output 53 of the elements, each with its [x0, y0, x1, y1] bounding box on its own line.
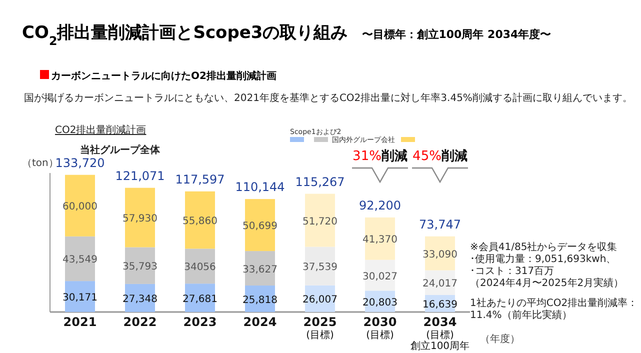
- data-label: 41,370: [362, 234, 398, 246]
- data-label: 20,803: [362, 297, 398, 308]
- total-label: 117,597: [175, 172, 225, 186]
- x-tick-label: 2023: [183, 315, 217, 329]
- text: カーボンニュートラルに向けたO2排出量削減計画: [51, 70, 276, 82]
- data-label: 34056: [184, 262, 216, 274]
- annotation: ※会員41/85社からデータを収集: [470, 241, 618, 253]
- data-label: 51,720: [302, 216, 338, 228]
- x-tick-label: 2025 (目標): [303, 315, 337, 341]
- total-label: 121,071: [115, 168, 165, 183]
- data-label: 30,171: [62, 292, 98, 304]
- annotation: ･コスト：317百万: [470, 266, 554, 277]
- text: CO2排出量削減計画: [55, 124, 146, 136]
- bar: [365, 217, 395, 260]
- data-label: 25,818: [242, 294, 278, 306]
- data-label: 27,681: [182, 294, 218, 305]
- total-label: 115,267: [295, 174, 345, 189]
- x-axis-title: （年度）: [480, 333, 520, 345]
- total-label: 110,144: [235, 180, 285, 194]
- data-label: 24,017: [422, 278, 458, 290]
- annotation: （2024年4月〜2025年2月実績）: [470, 277, 624, 289]
- bar: [65, 236, 95, 282]
- data-label: 43,549: [62, 254, 98, 266]
- x-tick-label: 2034 (目標) 創立100周年: [410, 315, 470, 352]
- x-tick-label: 2022: [123, 315, 157, 329]
- data-label: 35,793: [122, 262, 158, 273]
- text: 31%削減: [352, 149, 408, 164]
- annotation: ･使用電力量：9,051,693kwh、: [470, 253, 616, 265]
- bar: [245, 251, 275, 286]
- chart-title: CO$_{2}$排出量削減計画とScope3の取り組み: [22, 23, 348, 48]
- annotation: 1社あたりの平均CO2排出量削減率：: [470, 297, 638, 309]
- text: 国が掲げるカーボンニュートラルにともない、2021年度を基準とするCO2排出量に対し年率3.45%削減する計画に取り組んでいます。: [24, 92, 632, 104]
- annotation: 11.4%（前年比実績）: [470, 309, 572, 321]
- data-label: 33,090: [422, 249, 458, 260]
- x-tick-label: 2024: [243, 315, 277, 329]
- text: 当社グループ全体: [80, 144, 161, 156]
- data-label: 37,539: [302, 262, 338, 274]
- bar: [305, 246, 335, 286]
- x-tick-label: 2021: [63, 315, 97, 329]
- data-label: 16,639: [422, 299, 458, 310]
- total-label: 133,720: [55, 156, 105, 170]
- x-tick-label: 2030 (目標): [363, 315, 397, 341]
- bar: [305, 194, 335, 247]
- text: 45%削減: [412, 149, 468, 164]
- total-label: 92,200: [359, 198, 401, 212]
- bar: [125, 247, 155, 284]
- data-label: 30,027: [362, 271, 398, 282]
- total-label: 73,747: [419, 217, 461, 232]
- bar: [65, 281, 95, 312]
- chart-subtitle: 〜目標年：創立100周年 2034年度〜: [362, 28, 552, 41]
- data-label: 26,007: [302, 294, 338, 306]
- data-label: 33,627: [242, 264, 278, 276]
- data-label: 27,348: [122, 294, 158, 305]
